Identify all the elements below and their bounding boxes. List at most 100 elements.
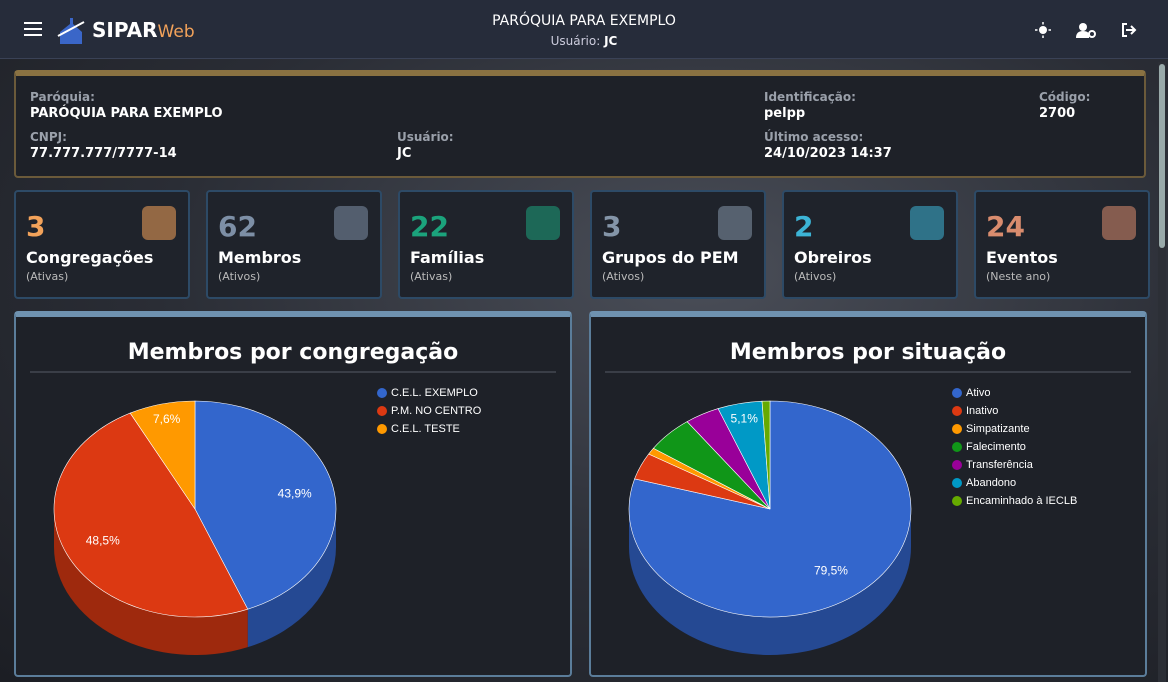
legend-swatch [952,442,962,452]
card-icon [526,206,560,240]
legend-swatch [952,406,962,416]
value-label: 48,5% [86,534,120,548]
card-sub: (Ativos) [602,270,645,283]
value-label: 5,1% [731,412,759,426]
brand: SIPARWeb [92,18,195,42]
legend-swatch [952,424,962,434]
brand-name: SIPAR [92,18,158,42]
field-value: PARÓQUIA PARA EXEMPLO [30,106,223,121]
pie-slice [628,400,912,618]
card-icon [910,206,944,240]
card-icon [142,206,176,240]
parish-info: Paróquia: PARÓQUIA PARA EXEMPLO Identifica… [14,70,1146,178]
brand-suffix: Web [157,22,195,42]
legend-swatch [377,406,387,416]
card-sub: (Ativas) [410,270,453,283]
legend-label: Falecimento [966,441,1026,453]
card-icon [718,206,752,240]
card-value: 22 [410,210,449,243]
stat-card[interactable]: 24 Eventos (Neste ano) [974,190,1150,299]
card-sub: (Ativas) [26,270,69,283]
legend-swatch [377,388,387,398]
chart-title: Membros por situação [730,340,1006,365]
stat-card[interactable]: 3 Congregações (Ativas) [14,190,190,299]
pie-slice-side [247,509,336,648]
card-icon [334,206,368,240]
header: SIPARWeb PARÓQUIA PARA EXEMPLO Usuário: … [0,0,1168,59]
field-label: CNPJ: [30,130,67,144]
pie-slice [129,400,196,510]
info-field: Identificação: pelpp [764,90,856,121]
stat-card[interactable]: 22 Famílias (Ativas) [398,190,574,299]
field-value: pelpp [764,106,806,121]
card-label: Congregações [26,248,154,267]
legend-label: P.M. NO CENTRO [391,405,482,417]
legend-swatch [952,388,962,398]
user-name: JC [604,34,618,48]
menu-button[interactable] [24,22,42,40]
info-field: Último acesso: 24/10/2023 14:37 [764,130,892,161]
header-title: PARÓQUIA PARA EXEMPLO [492,13,676,29]
card-value: 2 [794,210,814,243]
logo-icon [57,18,85,44]
pie-slice [761,400,771,510]
card-value: 24 [986,210,1025,243]
user-label: Usuário: [550,34,601,48]
info-field: Paróquia: PARÓQUIA PARA EXEMPLO [30,90,223,121]
stat-card[interactable]: 62 Membros (Ativos) [206,190,382,299]
field-label: Último acesso: [764,130,864,144]
legend-label: C.E.L. TESTE [391,423,460,435]
logout-button[interactable] [1121,23,1137,37]
value-label: 79,5% [814,563,848,577]
card-icon [1102,206,1136,240]
card-sub: (Ativos) [218,270,261,283]
chart-panel: Membros por situação 79,5% 5,1% Ativo Inativ… [589,311,1147,677]
field-label: Identificação: [764,90,856,104]
field-label: Paróquia: [30,90,95,104]
legend-label: Inativo [966,405,998,417]
card-label: Obreiros [794,248,872,267]
info-field: Código: 2700 [1039,90,1090,121]
chart: Membros por situação 79,5% 5,1% Ativo Inativ… [605,340,1131,655]
pie-slice [53,412,249,618]
card-label: Famílias [410,248,485,267]
info-field: Usuário: JC [397,130,454,161]
pie-slice-side [54,509,248,655]
field-value: JC [397,146,412,161]
legend-swatch [952,478,962,488]
card-value: 3 [26,210,46,243]
header-user: Usuário: JC [384,34,784,48]
field-value: 2700 [1039,106,1076,121]
chart-title: Membros por congregação [128,340,459,365]
legend-swatch [377,424,387,434]
field-label: Usuário: [397,130,454,144]
value-label: 7,6% [153,412,181,426]
field-value: 24/10/2023 14:37 [764,146,892,161]
field-value: 77.777.777/7777-14 [30,146,177,161]
pie-slice [194,400,337,610]
legend-swatch [952,460,962,470]
card-sub: (Neste ano) [986,270,1051,283]
field-label: Código: [1039,90,1091,104]
chart: Membros por congregação 43,9% 48,5% 7,6% C.E… [30,340,556,655]
card-label: Membros [218,248,302,267]
chart-panel: Membros por congregação 43,9% 48,5% 7,6% C.E… [14,311,572,677]
legend-label: Abandono [966,477,1016,489]
legend-swatch [952,496,962,506]
legend-label: Ativo [966,387,990,399]
info-field: CNPJ: 77.777.777/7777-14 [30,130,177,161]
value-label: 43,9% [278,486,312,500]
stat-card[interactable]: 3 Grupos do PEM (Ativos) [590,190,766,299]
pie-slice-side [629,509,911,655]
legend-label: Transferência [966,459,1034,471]
card-sub: (Ativos) [794,270,837,283]
stat-card[interactable]: 2 Obreiros (Ativos) [782,190,958,299]
legend-label: Encaminhado à IECLB [966,495,1077,507]
theme-button[interactable] [1035,22,1051,38]
legend-label: C.E.L. EXEMPLO [391,387,478,399]
scrollbar[interactable] [1158,62,1166,682]
card-label: Eventos [986,248,1058,267]
user-settings-button[interactable] [1076,22,1096,38]
card-label: Grupos do PEM [602,248,739,267]
